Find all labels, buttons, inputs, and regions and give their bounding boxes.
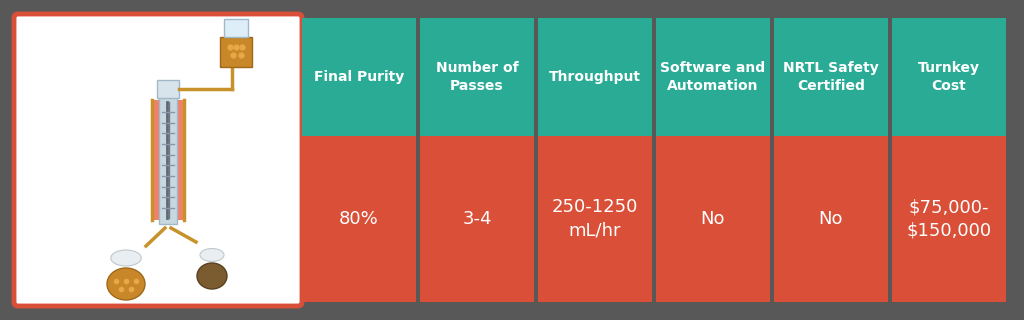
FancyBboxPatch shape bbox=[774, 18, 888, 136]
Text: Final Purity: Final Purity bbox=[314, 70, 404, 84]
Text: Turnkey
Cost: Turnkey Cost bbox=[918, 61, 980, 93]
FancyBboxPatch shape bbox=[169, 100, 185, 220]
FancyBboxPatch shape bbox=[656, 136, 770, 302]
Text: 250-1250
mL/hr: 250-1250 mL/hr bbox=[552, 198, 638, 239]
FancyBboxPatch shape bbox=[302, 136, 416, 302]
Ellipse shape bbox=[200, 249, 224, 261]
FancyBboxPatch shape bbox=[656, 18, 770, 136]
FancyBboxPatch shape bbox=[220, 37, 252, 67]
FancyBboxPatch shape bbox=[892, 136, 1006, 302]
FancyBboxPatch shape bbox=[151, 100, 167, 220]
FancyBboxPatch shape bbox=[12, 12, 1012, 308]
FancyBboxPatch shape bbox=[538, 136, 652, 302]
Text: Number of
Passes: Number of Passes bbox=[435, 61, 518, 93]
FancyBboxPatch shape bbox=[538, 18, 652, 136]
FancyBboxPatch shape bbox=[302, 18, 416, 136]
FancyBboxPatch shape bbox=[224, 19, 248, 37]
Text: No: No bbox=[819, 210, 843, 228]
FancyBboxPatch shape bbox=[420, 18, 534, 136]
Text: NRTL Safety
Certified: NRTL Safety Certified bbox=[783, 61, 879, 93]
FancyBboxPatch shape bbox=[774, 136, 888, 302]
Ellipse shape bbox=[197, 263, 227, 289]
FancyBboxPatch shape bbox=[892, 18, 1006, 136]
Text: 80%: 80% bbox=[339, 210, 379, 228]
Text: No: No bbox=[700, 210, 725, 228]
FancyBboxPatch shape bbox=[157, 80, 179, 98]
Text: 3-4: 3-4 bbox=[462, 210, 492, 228]
FancyBboxPatch shape bbox=[159, 96, 177, 224]
Text: Software and
Automation: Software and Automation bbox=[660, 61, 766, 93]
FancyBboxPatch shape bbox=[14, 14, 302, 306]
Text: $75,000-
$150,000: $75,000- $150,000 bbox=[906, 198, 991, 239]
FancyBboxPatch shape bbox=[420, 136, 534, 302]
Text: Throughput: Throughput bbox=[549, 70, 641, 84]
Ellipse shape bbox=[111, 250, 141, 266]
Ellipse shape bbox=[106, 268, 145, 300]
